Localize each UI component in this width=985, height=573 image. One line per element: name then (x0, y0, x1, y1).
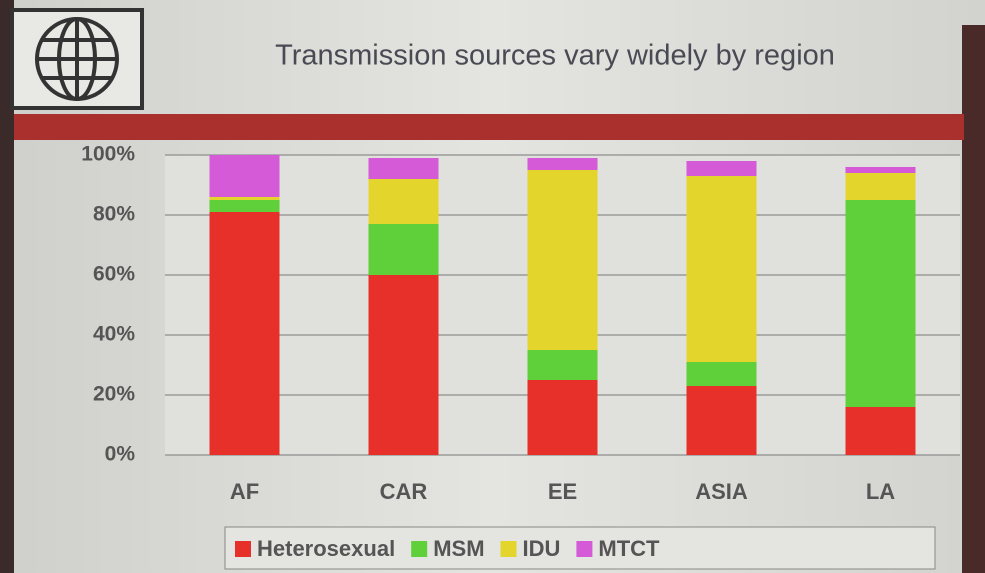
bar-segment (369, 179, 439, 224)
bar-segment (687, 362, 757, 386)
y-tick-label: 60% (93, 263, 135, 286)
bar-segment (210, 200, 280, 212)
bar-segment (528, 380, 598, 455)
bar-segment (210, 212, 280, 455)
legend-swatch (501, 541, 517, 557)
slide: Transmission sources vary widely by regi… (0, 0, 985, 573)
legend-label: MTCT (598, 536, 660, 561)
bar-segment (369, 158, 439, 179)
bar-segment (369, 275, 439, 455)
y-tick-label: 0% (105, 443, 136, 466)
x-tick-label: EE (548, 479, 577, 504)
bar-segment (687, 386, 757, 455)
y-tick-label: 20% (93, 383, 135, 406)
bar-segment (528, 350, 598, 380)
x-tick-label: ASIA (695, 479, 748, 504)
legend-label: IDU (523, 536, 561, 561)
legend-label: MSM (433, 536, 484, 561)
y-tick-label: 40% (93, 323, 135, 346)
x-tick-label: AF (230, 479, 259, 504)
bar-segment (528, 158, 598, 170)
bar-segment (846, 167, 916, 173)
y-tick-label: 100% (81, 143, 135, 166)
bar-segment (528, 170, 598, 350)
bar-segment (210, 197, 280, 200)
legend-swatch (576, 541, 592, 557)
title-band (14, 114, 964, 140)
y-tick-label: 80% (93, 203, 135, 226)
x-tick-label: CAR (380, 479, 428, 504)
legend-swatch (411, 541, 427, 557)
legend-swatch (235, 541, 251, 557)
right-edge (962, 25, 985, 573)
x-tick-label: LA (866, 479, 895, 504)
legend-label: Heterosexual (257, 536, 395, 561)
bar-segment (369, 224, 439, 275)
bar-segment (687, 161, 757, 176)
bar-segment (687, 176, 757, 362)
bar-segment (846, 173, 916, 200)
chart-title: Transmission sources vary widely by regi… (275, 40, 835, 72)
bar-segment (846, 200, 916, 407)
bar-segment (846, 407, 916, 455)
logo (12, 10, 142, 108)
bar-segment (210, 155, 280, 197)
